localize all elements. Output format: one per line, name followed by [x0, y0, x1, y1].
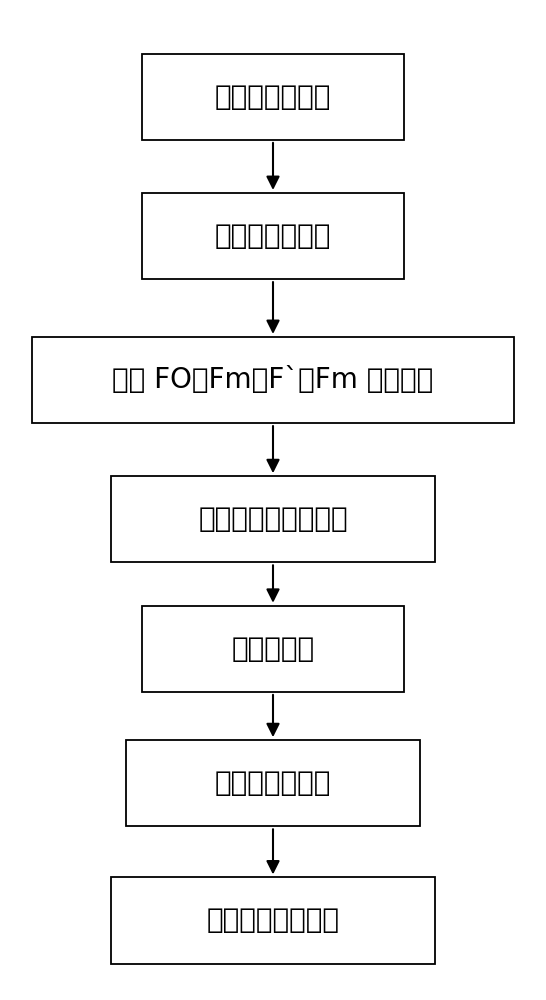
Text: 获取 FO、Fm、F`、Fm 四副图像: 获取 FO、Fm、F`、Fm 四副图像 [112, 366, 434, 394]
Bar [142, 193, 404, 279]
Text: 植物生理状况判断: 植物生理状况判断 [206, 906, 340, 934]
Text: 计算相对反射率: 计算相对反射率 [215, 769, 331, 797]
Bar [110, 877, 436, 964]
Bar [32, 337, 514, 423]
Text: 得到叶绿素荧光参数: 得到叶绿素荧光参数 [198, 505, 348, 533]
Bar [142, 54, 404, 140]
Bar [110, 476, 436, 562]
Bar [142, 606, 404, 692]
Bar [126, 740, 420, 826]
Text: 多光谱测量: 多光谱测量 [232, 635, 314, 663]
Text: 待测植物暗适应: 待测植物暗适应 [215, 83, 331, 111]
Text: 叶绿素荧光测量: 叶绿素荧光测量 [215, 222, 331, 250]
